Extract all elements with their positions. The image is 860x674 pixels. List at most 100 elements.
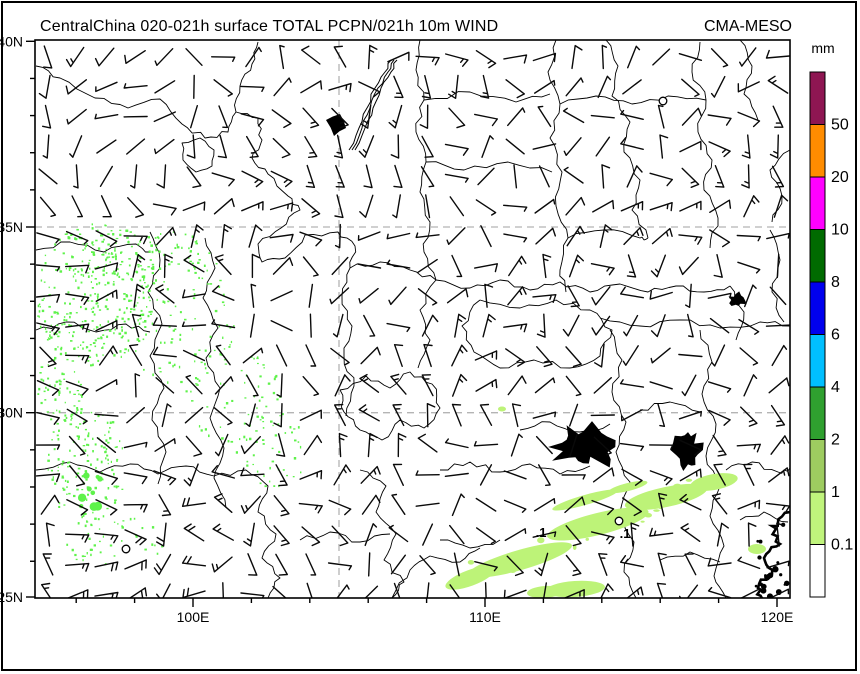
wind-barb xyxy=(133,283,145,308)
wind-barb xyxy=(591,286,611,306)
wind-barb xyxy=(771,344,788,367)
wind-barb xyxy=(623,314,639,337)
wind-barb xyxy=(481,135,494,158)
wind-barb xyxy=(651,227,673,245)
colorbar-unit-label: mm xyxy=(811,40,835,56)
wind-barb xyxy=(334,403,346,427)
lon-tick-label: 120E xyxy=(761,609,794,625)
wind-barb xyxy=(657,104,665,129)
wind-barb xyxy=(183,254,205,273)
wind-barb xyxy=(386,232,411,240)
wind-barb xyxy=(480,74,490,99)
wind-barb xyxy=(338,432,348,458)
lat-tick-label: 25N xyxy=(0,589,23,605)
wind-barb xyxy=(766,560,790,569)
wind-barb xyxy=(65,380,89,396)
wind-barb xyxy=(181,555,207,567)
wind-barb xyxy=(650,347,671,364)
wind-barb xyxy=(622,497,642,517)
wind-barb xyxy=(678,234,703,245)
wind-barb xyxy=(123,441,148,449)
wind-barb xyxy=(737,556,761,570)
wind-barb xyxy=(649,290,673,300)
wind-barb xyxy=(505,138,525,155)
wind-barb xyxy=(299,231,323,247)
wind-barb xyxy=(242,347,264,364)
wind-barb xyxy=(425,194,431,219)
wind-barb xyxy=(329,287,350,305)
wind-barb xyxy=(421,135,434,158)
wind-barb xyxy=(768,377,790,394)
wind-barb xyxy=(506,555,524,577)
wind-barb xyxy=(707,292,732,299)
wind-barb xyxy=(708,141,731,158)
wind-barb xyxy=(475,199,497,216)
wind-barb xyxy=(275,344,288,367)
wind-barb xyxy=(446,288,469,304)
wind-barb xyxy=(94,532,119,544)
wind-barb xyxy=(248,224,263,248)
wind-barb xyxy=(358,135,375,158)
wind-barb xyxy=(680,523,701,542)
wind-barb xyxy=(593,377,612,394)
wind-barb xyxy=(390,134,400,159)
wind-barb xyxy=(415,502,440,507)
wind-barb xyxy=(567,285,580,308)
wind-barb xyxy=(42,134,50,159)
wind-barb xyxy=(535,435,553,455)
colorbar-segment xyxy=(809,334,826,388)
wind-barb xyxy=(241,170,264,188)
axis-ticks xyxy=(26,40,778,607)
wind-barb xyxy=(336,584,350,598)
colorbar-segment xyxy=(809,544,826,598)
wind-barb xyxy=(445,53,469,67)
wind-barb xyxy=(451,344,468,367)
wind-barb xyxy=(360,104,372,129)
wind-barb xyxy=(158,494,172,517)
wind-barb xyxy=(154,438,176,452)
wind-barb xyxy=(156,164,167,189)
wind-barbs xyxy=(35,44,790,598)
wind-barb xyxy=(39,346,57,368)
wind-barb xyxy=(181,321,207,327)
wind-barb xyxy=(190,224,204,248)
wind-barb xyxy=(269,202,294,212)
wind-barb xyxy=(126,407,145,424)
wind-barb xyxy=(426,403,436,428)
wind-barb xyxy=(302,256,319,277)
wind-barb xyxy=(679,439,702,456)
wind-barb xyxy=(358,404,380,422)
wind-barb xyxy=(221,224,232,249)
wind-barb xyxy=(156,522,167,547)
wind-barb xyxy=(451,493,465,517)
lon-tick-label: 110E xyxy=(469,609,501,625)
wind-barb xyxy=(564,496,586,514)
wind-barb xyxy=(301,526,321,547)
wind-barb xyxy=(422,523,434,546)
wind-barb xyxy=(302,107,320,129)
wind-barb xyxy=(649,172,673,187)
wind-barb xyxy=(217,134,227,159)
wind-barb xyxy=(65,293,90,305)
colorbar: 50 20 10 8 6 4 2 1 0.1 xyxy=(809,71,853,598)
wind-barb xyxy=(218,105,229,129)
wind-barb xyxy=(95,499,118,516)
wind-barb xyxy=(678,53,703,61)
wind-barb xyxy=(597,75,612,99)
wind-barb xyxy=(35,293,61,303)
wind-barb xyxy=(306,582,313,598)
wind-barb xyxy=(681,167,700,188)
wind-barb xyxy=(185,435,203,457)
wind-barb xyxy=(503,470,527,480)
wind-barb xyxy=(134,373,141,398)
wind-barb xyxy=(599,224,613,248)
wind-barb xyxy=(563,137,582,156)
wind-barb xyxy=(152,317,177,327)
wind-barb xyxy=(681,374,697,397)
wind-barb xyxy=(539,582,547,598)
wind-barb xyxy=(736,234,761,242)
wind-barb xyxy=(184,406,204,424)
colorbar-tick-label: 2 xyxy=(831,432,840,449)
wind-barb xyxy=(333,134,344,159)
wind-barb xyxy=(302,376,320,396)
